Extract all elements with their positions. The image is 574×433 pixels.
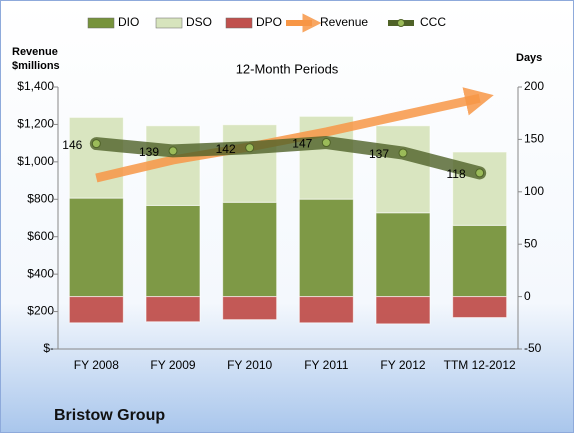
data-label: 146	[62, 138, 82, 152]
legend-label: DIO	[118, 15, 139, 29]
y2-tick-label: 0	[524, 289, 531, 303]
y2-axis-title: Days	[516, 52, 542, 64]
x-tick-label: FY 2010	[227, 358, 272, 372]
bar	[375, 125, 431, 214]
x-tick-label: FY 2012	[380, 358, 425, 372]
y2-tick-label: -50	[524, 341, 542, 355]
x-tick-label: TTM 12-2012	[444, 358, 516, 372]
data-label: 118	[447, 167, 466, 181]
bar	[452, 296, 508, 319]
legend-swatch	[225, 17, 253, 29]
ccc-point	[321, 138, 331, 148]
legend-label: Revenue	[320, 15, 368, 29]
chart-subtitle: 12-Month Periods	[236, 61, 339, 76]
y-tick-label: $600	[27, 229, 54, 243]
y-axis-title: Revenue	[12, 46, 58, 58]
ccc-point	[475, 168, 485, 178]
bar	[375, 296, 431, 325]
bar	[298, 198, 354, 298]
data-label: 139	[139, 145, 159, 159]
y-tick-label: $200	[27, 304, 54, 318]
bar	[145, 296, 201, 323]
bar	[222, 201, 278, 298]
legend-swatch	[87, 17, 115, 29]
ccc-point	[168, 146, 178, 156]
legend-label: DPO	[256, 15, 282, 29]
bar	[452, 224, 508, 298]
x-tick-label: FY 2011	[304, 358, 349, 372]
ccc-point	[398, 148, 408, 158]
bar	[222, 296, 278, 321]
y-tick-label: $400	[27, 266, 54, 280]
y-tick-label: $800	[27, 191, 54, 205]
y2-tick-label: 200	[524, 79, 544, 93]
legend-swatch	[397, 19, 405, 27]
bar	[68, 116, 124, 199]
data-label: 142	[216, 142, 236, 156]
bar	[145, 204, 201, 298]
y2-tick-label: 150	[524, 132, 544, 146]
bar	[222, 124, 278, 203]
ccc-point	[245, 143, 255, 153]
y-tick-label: $1,400	[17, 79, 54, 93]
bar	[298, 296, 354, 324]
ccc-line	[89, 136, 487, 180]
legend-label: DSO	[186, 15, 212, 29]
y2-tick-label: 50	[524, 236, 538, 250]
data-label: 137	[369, 147, 389, 161]
y-tick-label: $1,000	[17, 154, 54, 168]
bar	[375, 212, 431, 298]
bar	[68, 296, 124, 324]
legend-label: CCC	[420, 15, 446, 29]
x-tick-label: FY 2008	[74, 358, 119, 372]
y-tick-label: $1,200	[17, 117, 54, 131]
data-label: 147	[292, 137, 312, 151]
x-tick-label: FY 2009	[150, 358, 195, 372]
bar	[68, 197, 124, 298]
y-tick-label: $-	[43, 341, 54, 355]
legend-swatch	[155, 17, 183, 29]
chart-title: Bristow Group	[54, 407, 165, 424]
y2-tick-label: 100	[524, 184, 544, 198]
y-axis-title: $millions	[12, 60, 60, 72]
ccc-point	[91, 139, 101, 149]
